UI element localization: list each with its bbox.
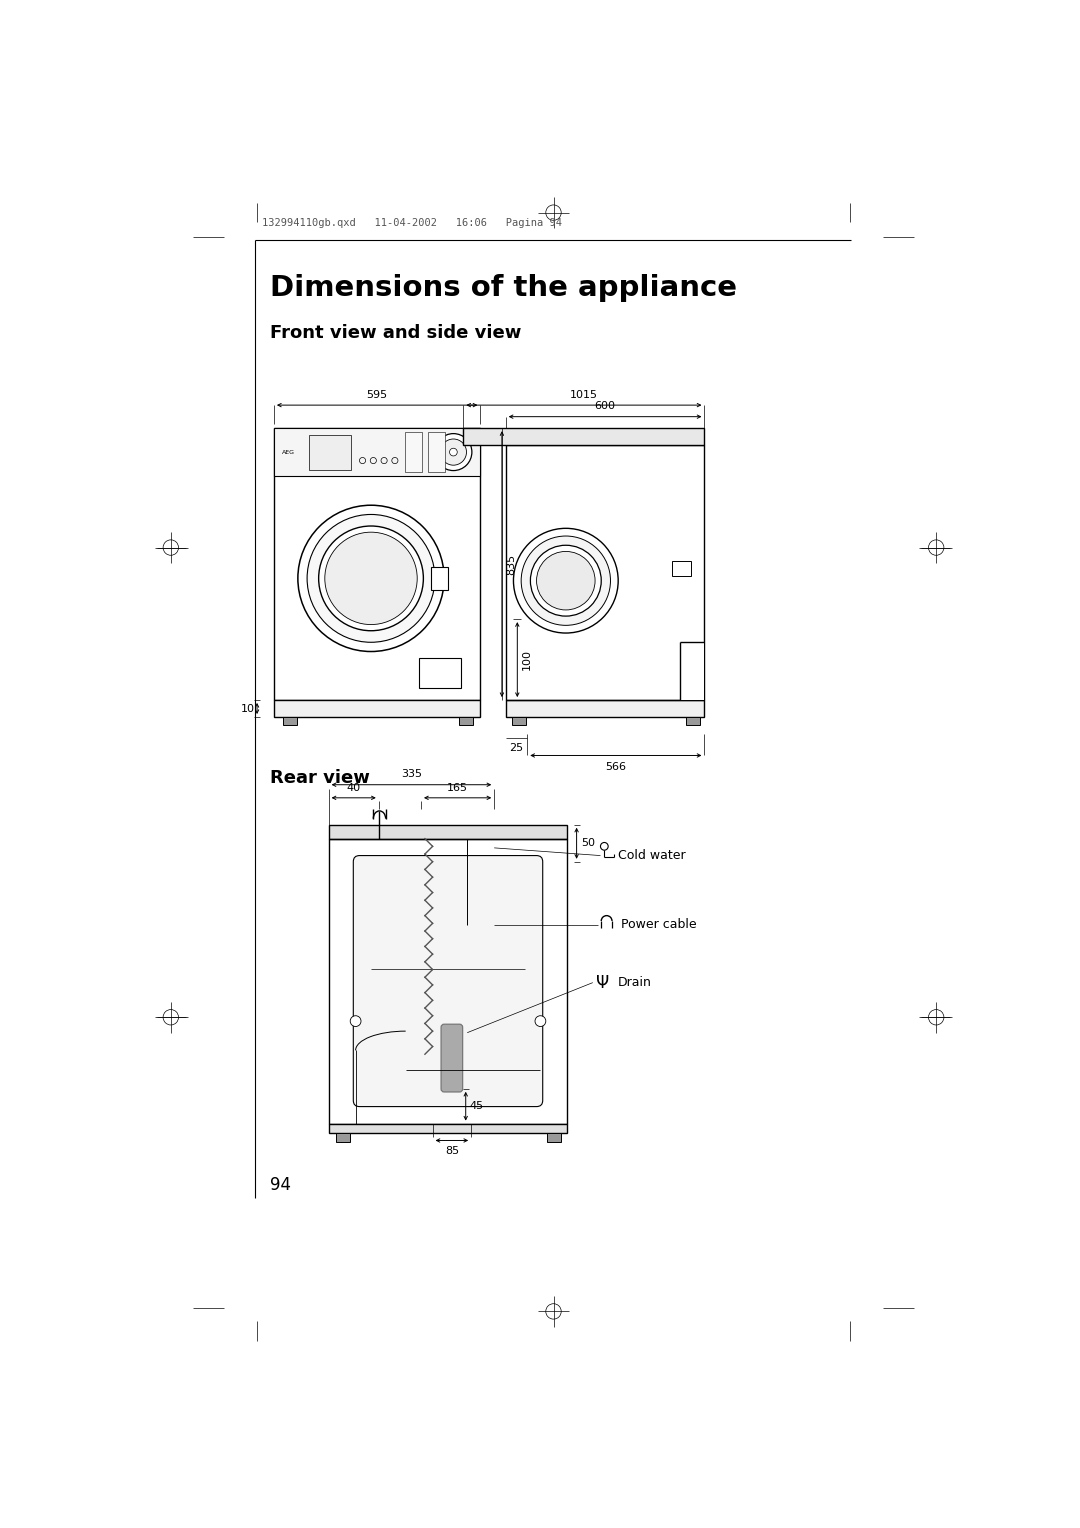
Bar [512,717,526,724]
Bar [309,435,351,469]
Text: 45: 45 [470,1102,484,1111]
Bar [686,717,700,724]
Bar [463,428,704,445]
FancyBboxPatch shape [441,1024,462,1093]
Bar [672,561,690,576]
Circle shape [535,1016,545,1027]
Circle shape [298,506,444,651]
Text: Front view and side view: Front view and side view [270,324,522,342]
Circle shape [307,515,435,642]
Text: Dimensions of the appliance: Dimensions of the appliance [270,274,738,303]
Text: Drain: Drain [618,976,652,989]
Text: 50: 50 [581,839,595,848]
Bar [336,1132,350,1141]
Text: 132994110gb.qxd   11-04-2002   16:06   Pagina 94: 132994110gb.qxd 11-04-2002 16:06 Pagina … [262,217,563,228]
Bar [405,432,422,472]
Circle shape [537,552,595,610]
Bar [505,445,704,700]
Text: 100: 100 [522,649,532,671]
Text: 165: 165 [447,784,468,793]
Circle shape [325,532,417,625]
Bar [428,432,445,472]
Text: 335: 335 [401,769,422,779]
Text: 85: 85 [445,1146,459,1155]
Text: 25: 25 [510,743,524,753]
Bar [679,642,704,700]
Text: 595: 595 [366,390,388,400]
Circle shape [319,526,423,631]
Bar [328,825,567,839]
Circle shape [441,439,467,465]
Circle shape [350,1016,361,1027]
Text: 40: 40 [347,784,361,793]
Text: 835: 835 [507,553,516,575]
Text: 94: 94 [270,1177,292,1195]
Text: AEG: AEG [282,449,295,455]
Bar [419,657,461,689]
Bar [274,428,481,700]
Text: 10: 10 [241,703,255,714]
Bar [328,839,567,1123]
Bar [274,700,481,717]
Text: 600: 600 [595,402,616,411]
Bar [283,717,297,724]
FancyBboxPatch shape [353,856,543,1106]
Text: Cold water: Cold water [618,850,686,862]
Circle shape [449,448,457,455]
Text: Ψ: Ψ [596,973,609,992]
Bar [505,700,704,717]
Circle shape [600,842,608,850]
Bar [431,567,448,590]
Circle shape [522,536,610,625]
Circle shape [530,545,602,616]
Circle shape [513,529,618,633]
Bar [328,1123,567,1132]
Text: 1015: 1015 [570,390,598,400]
Text: Power cable: Power cable [621,918,697,932]
Bar [274,428,481,475]
Text: 566: 566 [606,761,626,772]
Circle shape [435,434,472,471]
Text: Rear view: Rear view [270,769,370,787]
Bar [459,717,473,724]
Bar [548,1132,562,1141]
